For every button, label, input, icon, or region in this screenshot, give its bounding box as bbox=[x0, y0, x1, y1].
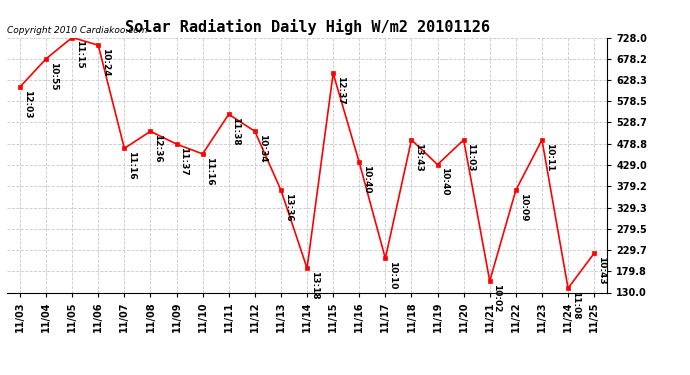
Text: 11:16: 11:16 bbox=[206, 157, 215, 185]
Text: 10:40: 10:40 bbox=[362, 165, 371, 194]
Title: Solar Radiation Daily High W/m2 20101126: Solar Radiation Daily High W/m2 20101126 bbox=[125, 19, 489, 35]
Text: 11:03: 11:03 bbox=[466, 142, 475, 171]
Text: 13:43: 13:43 bbox=[414, 142, 423, 171]
Text: 10:10: 10:10 bbox=[388, 261, 397, 290]
Text: 12:37: 12:37 bbox=[336, 76, 345, 105]
Text: 10:43: 10:43 bbox=[597, 256, 606, 285]
Text: 13:36: 13:36 bbox=[284, 193, 293, 222]
Text: 11:37: 11:37 bbox=[179, 147, 188, 176]
Text: 11:08: 11:08 bbox=[571, 291, 580, 320]
Text: 13:18: 13:18 bbox=[310, 271, 319, 300]
Text: 10:40: 10:40 bbox=[440, 167, 449, 196]
Text: Copyright 2010 Cardiakoo.com: Copyright 2010 Cardiakoo.com bbox=[7, 26, 148, 35]
Text: 10:24: 10:24 bbox=[101, 48, 110, 76]
Text: 11:15: 11:15 bbox=[75, 40, 84, 69]
Text: 10:34: 10:34 bbox=[257, 134, 266, 163]
Text: 10:02: 10:02 bbox=[493, 284, 502, 312]
Text: 11:16: 11:16 bbox=[127, 151, 136, 180]
Text: 10:11: 10:11 bbox=[544, 142, 554, 171]
Text: 10:09: 10:09 bbox=[519, 193, 528, 221]
Text: 12:03: 12:03 bbox=[23, 90, 32, 118]
Text: 12:36: 12:36 bbox=[153, 134, 162, 163]
Text: 11:38: 11:38 bbox=[232, 117, 241, 146]
Text: 10:55: 10:55 bbox=[49, 62, 58, 90]
